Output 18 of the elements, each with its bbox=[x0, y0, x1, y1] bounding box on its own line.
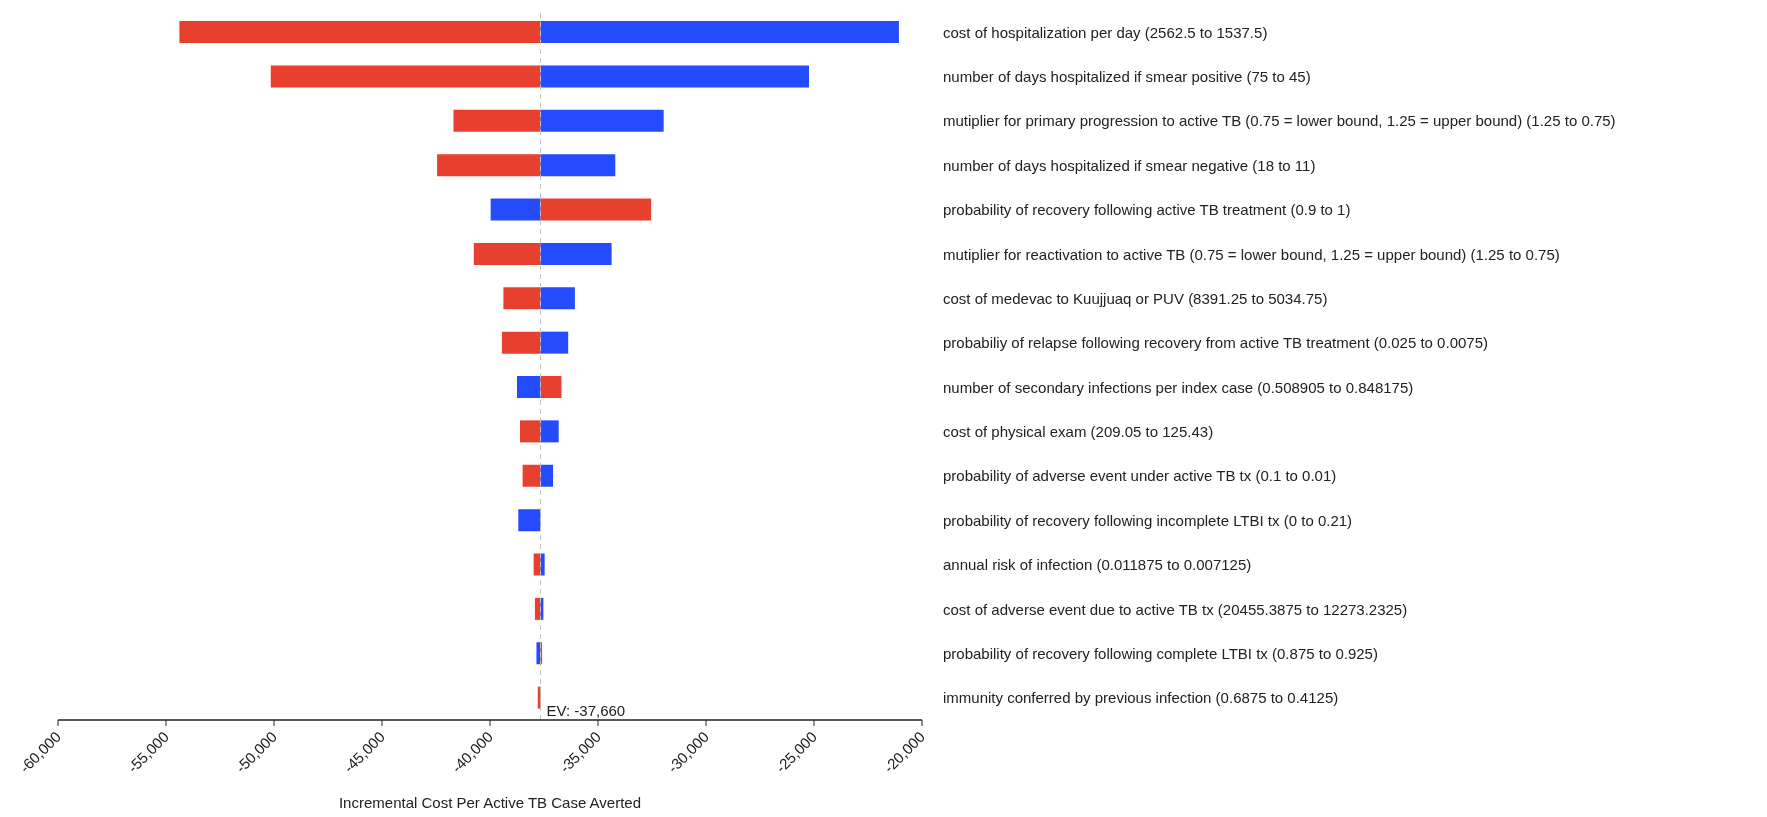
y-tick-label: cost of adverse event due to active TB tx (20455.3875 to 12273.2325) bbox=[943, 600, 1408, 618]
y-tick-label: cost of physical exam (209.05 to 125.43) bbox=[943, 423, 1214, 441]
y-tick-label: number of days hospitalized if smear negative (18 to 11) bbox=[943, 156, 1316, 174]
y-tick-label: probability of recovery following active TB treatment (0.9 to 1) bbox=[943, 201, 1351, 219]
y-tick-label: probability of adverse event under active TB tx (0.1 to 0.01) bbox=[943, 467, 1337, 485]
y-tick-label: probability of recovery following complete LTBI tx (0.875 to 0.925) bbox=[943, 644, 1378, 662]
y-tick-label: mutiplier for reactivation to active TB (0.75 = lower bound, 1.25 = upper bound) (1.25 to 0.75) bbox=[943, 245, 1560, 263]
ref-line-label: EV: -37,660 bbox=[546, 702, 626, 719]
y-tick-label: annual risk of infection (0.011875 to 0.007125) bbox=[943, 556, 1252, 574]
y-tick-label: probability of recovery following incomplete LTBI tx (0 to 0.21) bbox=[943, 511, 1353, 529]
y-tick-label: mutiplier for primary progression to active TB (0.75 = lower bound, 1.25 = upper bound) (1.25 to 0.75) bbox=[943, 112, 1616, 130]
y-tick-label: cost of hospitalization per day (2562.5 to 1537.5) bbox=[943, 23, 1268, 41]
y-tick-label: cost of medevac to Kuujjuaq or PUV (8391.25 to 5034.75) bbox=[943, 289, 1328, 307]
y-tick-label: immunity conferred by previous infection (0.6875 to 0.4125) bbox=[943, 689, 1339, 707]
x-axis-title: Incremental Cost Per Active TB Case Averted bbox=[338, 794, 642, 811]
y-tick-label: number of secondary infections per index case (0.508905 to 0.848175) bbox=[943, 378, 1414, 396]
y-tick-label: probabiliy of relapse following recovery from active TB treatment (0.025 to 0.0075) bbox=[943, 334, 1488, 352]
y-tick-label: number of days hospitalized if smear positive (75 to 45) bbox=[943, 68, 1311, 86]
